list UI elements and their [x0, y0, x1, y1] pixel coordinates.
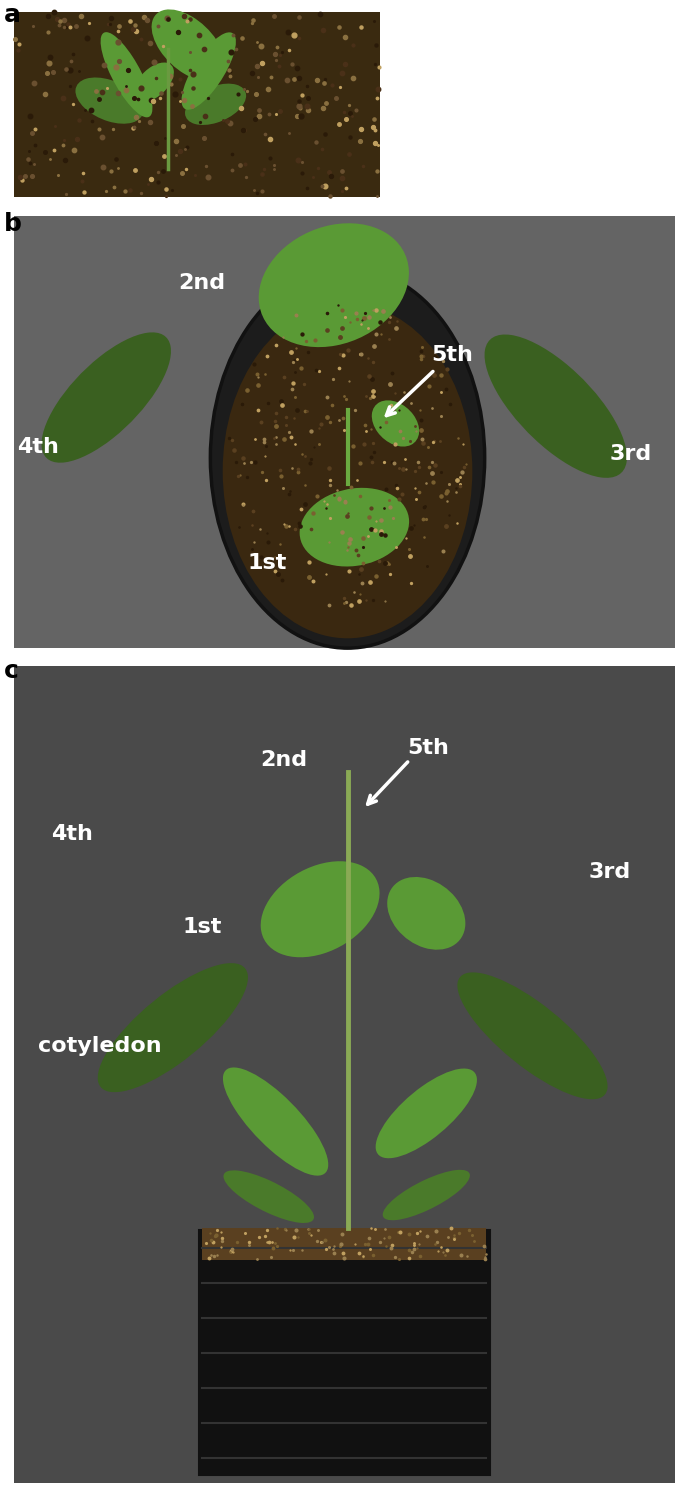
Text: 2nd: 2nd	[179, 273, 225, 294]
Ellipse shape	[259, 224, 409, 347]
Ellipse shape	[98, 963, 248, 1092]
FancyBboxPatch shape	[202, 1228, 486, 1259]
Ellipse shape	[185, 83, 246, 125]
Ellipse shape	[372, 401, 419, 447]
Text: 1st: 1st	[247, 553, 287, 574]
Ellipse shape	[387, 878, 465, 949]
Ellipse shape	[223, 1067, 328, 1176]
Ellipse shape	[484, 334, 627, 478]
Ellipse shape	[383, 1170, 470, 1220]
Ellipse shape	[75, 77, 143, 124]
FancyBboxPatch shape	[14, 216, 675, 648]
Ellipse shape	[210, 268, 485, 648]
Text: c: c	[3, 659, 18, 682]
Text: 5th: 5th	[407, 738, 449, 758]
Text: 2nd: 2nd	[261, 749, 308, 770]
FancyBboxPatch shape	[14, 12, 380, 197]
Ellipse shape	[101, 33, 153, 118]
Ellipse shape	[223, 1170, 314, 1223]
Text: 1st: 1st	[182, 916, 222, 937]
Ellipse shape	[261, 861, 379, 957]
Ellipse shape	[223, 304, 473, 638]
FancyBboxPatch shape	[199, 1231, 490, 1475]
Text: 4th: 4th	[16, 437, 59, 457]
Text: 3rd: 3rd	[588, 861, 631, 882]
Ellipse shape	[182, 33, 236, 110]
Ellipse shape	[151, 9, 225, 80]
Text: b: b	[3, 212, 21, 235]
Text: 4th: 4th	[51, 824, 93, 845]
Text: a: a	[3, 3, 21, 27]
Text: 5th: 5th	[431, 344, 473, 365]
Ellipse shape	[134, 63, 174, 101]
FancyBboxPatch shape	[14, 666, 675, 1483]
Ellipse shape	[42, 332, 171, 463]
Ellipse shape	[458, 973, 608, 1100]
Ellipse shape	[375, 1068, 477, 1158]
Text: 3rd: 3rd	[609, 444, 651, 465]
Ellipse shape	[299, 487, 409, 566]
Text: cotyledon: cotyledon	[38, 1036, 161, 1056]
